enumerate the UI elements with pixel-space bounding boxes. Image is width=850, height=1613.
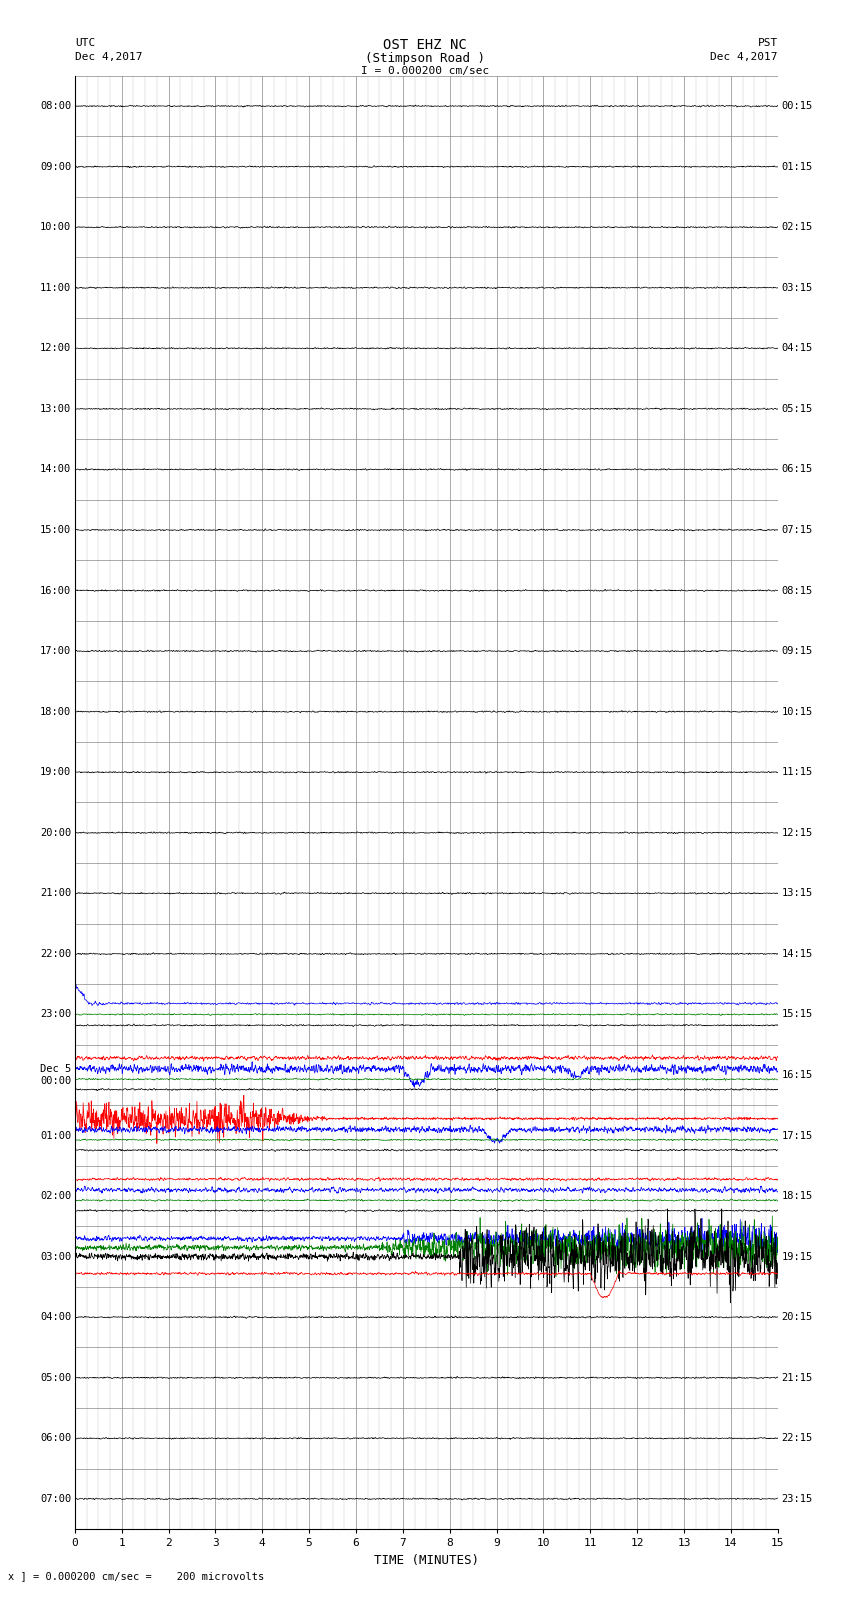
Text: UTC: UTC — [75, 37, 95, 48]
Text: 20:15: 20:15 — [781, 1313, 813, 1323]
Text: 12:15: 12:15 — [781, 827, 813, 837]
Text: 01:00: 01:00 — [40, 1131, 71, 1140]
Text: OST EHZ NC: OST EHZ NC — [383, 37, 467, 52]
Text: 17:15: 17:15 — [781, 1131, 813, 1140]
Text: 03:00: 03:00 — [40, 1252, 71, 1261]
Text: 13:15: 13:15 — [781, 889, 813, 898]
Text: 05:00: 05:00 — [40, 1373, 71, 1382]
Text: 21:15: 21:15 — [781, 1373, 813, 1382]
Text: 04:15: 04:15 — [781, 344, 813, 353]
Text: 16:15: 16:15 — [781, 1069, 813, 1081]
Text: 02:00: 02:00 — [40, 1190, 71, 1202]
Text: x ] = 0.000200 cm/sec =    200 microvolts: x ] = 0.000200 cm/sec = 200 microvolts — [8, 1571, 264, 1581]
Text: 15:15: 15:15 — [781, 1010, 813, 1019]
Text: 13:00: 13:00 — [40, 403, 71, 415]
Text: 12:00: 12:00 — [40, 344, 71, 353]
Text: 18:00: 18:00 — [40, 706, 71, 716]
Text: 06:00: 06:00 — [40, 1434, 71, 1444]
Text: 03:15: 03:15 — [781, 282, 813, 292]
Text: 14:15: 14:15 — [781, 948, 813, 958]
Text: I = 0.000200 cm/sec: I = 0.000200 cm/sec — [361, 66, 489, 76]
Text: 14:00: 14:00 — [40, 465, 71, 474]
Text: 17:00: 17:00 — [40, 647, 71, 656]
Text: 22:00: 22:00 — [40, 948, 71, 958]
Text: 09:00: 09:00 — [40, 161, 71, 171]
Text: 00:15: 00:15 — [781, 102, 813, 111]
Text: 04:00: 04:00 — [40, 1313, 71, 1323]
Text: 11:15: 11:15 — [781, 768, 813, 777]
Text: 05:15: 05:15 — [781, 403, 813, 415]
Text: 18:15: 18:15 — [781, 1190, 813, 1202]
Text: 08:15: 08:15 — [781, 586, 813, 595]
Text: 08:00: 08:00 — [40, 102, 71, 111]
Text: 06:15: 06:15 — [781, 465, 813, 474]
X-axis label: TIME (MINUTES): TIME (MINUTES) — [374, 1553, 479, 1566]
Text: 23:00: 23:00 — [40, 1010, 71, 1019]
Text: 20:00: 20:00 — [40, 827, 71, 837]
Text: 16:00: 16:00 — [40, 586, 71, 595]
Text: 11:00: 11:00 — [40, 282, 71, 292]
Text: 21:00: 21:00 — [40, 889, 71, 898]
Text: 22:15: 22:15 — [781, 1434, 813, 1444]
Text: 01:15: 01:15 — [781, 161, 813, 171]
Text: 23:15: 23:15 — [781, 1494, 813, 1503]
Text: 07:15: 07:15 — [781, 524, 813, 536]
Text: Dec 4,2017: Dec 4,2017 — [711, 52, 778, 63]
Text: 15:00: 15:00 — [40, 524, 71, 536]
Text: Dec 4,2017: Dec 4,2017 — [75, 52, 142, 63]
Text: 07:00: 07:00 — [40, 1494, 71, 1503]
Text: (Stimpson Road ): (Stimpson Road ) — [365, 52, 485, 66]
Text: Dec 5
00:00: Dec 5 00:00 — [40, 1065, 71, 1086]
Text: 10:00: 10:00 — [40, 223, 71, 232]
Text: 02:15: 02:15 — [781, 223, 813, 232]
Text: 09:15: 09:15 — [781, 647, 813, 656]
Text: 19:15: 19:15 — [781, 1252, 813, 1261]
Text: 10:15: 10:15 — [781, 706, 813, 716]
Text: PST: PST — [757, 37, 778, 48]
Text: 19:00: 19:00 — [40, 768, 71, 777]
